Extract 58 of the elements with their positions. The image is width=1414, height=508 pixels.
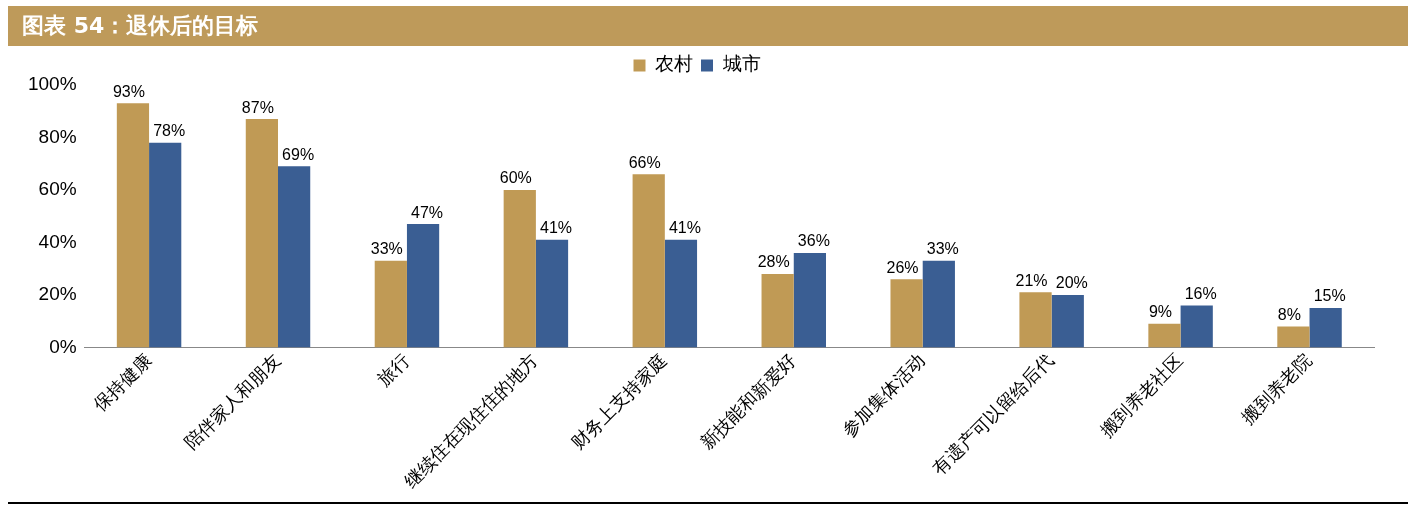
bar (922, 260, 955, 348)
data-label: 93% (112, 82, 145, 100)
x-tick-label: 参加集体活动 (837, 349, 929, 441)
y-tick-label: 80% (38, 125, 77, 147)
data-label: 21% (1015, 271, 1048, 289)
data-label: 41% (539, 219, 573, 237)
bar (1019, 292, 1052, 348)
data-label: 41% (668, 219, 701, 237)
data-label: 36% (797, 232, 830, 250)
bar (406, 224, 440, 348)
chart-title: 图表 54：退休后的目标 (8, 6, 1408, 46)
bar (245, 119, 279, 348)
bar (890, 279, 923, 348)
bar (535, 239, 569, 348)
y-tick-label: 100% (27, 73, 77, 95)
bar (664, 239, 698, 348)
data-label: 47% (411, 203, 444, 221)
y-tick-label: 40% (38, 230, 77, 252)
x-tick-label: 有遗产可以留给后代 (928, 349, 1058, 479)
data-label: 33% (370, 240, 403, 258)
data-label: 16% (1184, 284, 1217, 302)
bar (116, 103, 150, 348)
data-label: 78% (153, 122, 186, 140)
bar (278, 166, 311, 348)
data-label: 66% (628, 153, 661, 171)
bar (149, 142, 182, 348)
bar (793, 252, 826, 348)
x-tick-label: 保持健康 (89, 349, 156, 416)
x-tick-label: 陪伴家人和朋友 (180, 349, 285, 454)
bar (1148, 323, 1181, 348)
bar (632, 174, 665, 348)
data-label: 26% (886, 258, 919, 276)
data-label: 87% (241, 98, 274, 116)
data-label: 9% (1148, 303, 1173, 321)
bar (761, 273, 794, 348)
y-tick-label: 60% (38, 178, 77, 200)
bar (1051, 294, 1084, 348)
bar (1309, 308, 1342, 348)
y-tick-label: 0% (49, 335, 77, 357)
x-tick-label: 新技能和新爱好 (695, 349, 800, 454)
bar (374, 260, 407, 348)
bar (503, 189, 536, 348)
data-label: 60% (499, 169, 532, 187)
data-label: 28% (757, 253, 790, 271)
x-tick-label: 旅行 (372, 349, 414, 390)
legend-label: 农村 (655, 52, 693, 75)
data-label: 33% (926, 240, 959, 258)
legend-label: 城市 (721, 52, 761, 75)
data-label: 15% (1313, 287, 1346, 305)
y-tick-label: 20% (38, 283, 77, 305)
bar (1180, 305, 1213, 348)
data-label: 8% (1277, 305, 1301, 323)
data-label: 69% (282, 145, 315, 163)
data-label: 20% (1055, 274, 1088, 292)
x-tick-label: 搬到养老院 (1237, 349, 1316, 428)
bar (1277, 326, 1310, 348)
x-tick-label: 搬到养老社区 (1095, 349, 1187, 441)
x-tick-label: 财务上支持家庭 (567, 349, 671, 454)
